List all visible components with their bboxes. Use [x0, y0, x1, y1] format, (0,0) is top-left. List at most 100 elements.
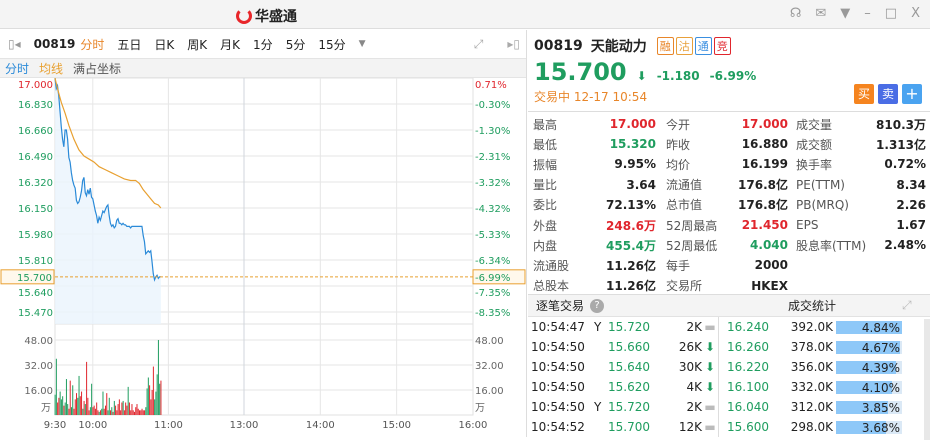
stat-label: 最高 [533, 117, 558, 132]
stats-row: 流通股 11.26亿 每手 2000 [528, 255, 930, 275]
stat-label: 均价 [666, 157, 691, 172]
stats-table: 最高 17.000 今开 17.000 成交量 810.3万 最低 15.320 昨收 16.88… [528, 111, 930, 296]
quote-tag: 沽 [675, 37, 693, 55]
toggle-intraday[interactable]: 分时 [5, 61, 30, 76]
stat-label: 总股本 [533, 279, 570, 294]
volume-bar [140, 410, 142, 415]
volume-bar [108, 397, 110, 415]
volume-bar [120, 410, 122, 415]
tab-2[interactable]: 日K [154, 37, 175, 52]
volume-bar [136, 404, 138, 415]
intraday-chart[interactable]: 17.000 0.71% 16.830 -0.30% 16.660 -1.30% 16.49… [0, 78, 527, 437]
volume-bar [99, 410, 101, 415]
tab-5[interactable]: 1分 [253, 37, 273, 52]
chevron-down-icon[interactable]: ▼ [358, 39, 366, 49]
stat-label: PB(MRQ) [796, 197, 849, 212]
expand-icon[interactable]: ⤢ [902, 298, 912, 312]
volume-bar [92, 407, 94, 415]
flat-icon: ▬ [704, 420, 716, 434]
quote-code: 00819 [534, 38, 583, 54]
stat-label: 最低 [533, 137, 558, 152]
trade-price: 15.720 [608, 400, 650, 414]
volume-bar [159, 383, 161, 415]
shirt-icon[interactable]: ▼ [840, 6, 851, 21]
app-logo: 华盛通 [236, 6, 297, 26]
volume-bar [96, 402, 98, 415]
volume-bar [89, 407, 91, 415]
pct-tick: -2.31% [475, 152, 510, 163]
pct-tick: -7.35% [475, 288, 510, 299]
volume-bar [130, 410, 132, 415]
volume-bar [118, 399, 120, 415]
volume-bar [152, 366, 154, 415]
buy-button[interactable]: 买 [854, 84, 874, 104]
volume-pct-fill [836, 360, 896, 374]
volume-bar [113, 400, 115, 415]
volume-bar [54, 394, 56, 415]
tab-0[interactable]: 分时 [80, 37, 105, 52]
volume-tick: 16.00 [24, 386, 53, 397]
volume-bar [127, 386, 129, 415]
sell-button[interactable]: 卖 [878, 84, 898, 104]
time-label: 15:00 [382, 420, 411, 431]
fullscreen-icon[interactable]: ⤢ [473, 37, 484, 51]
stat-label: 流通股 [533, 258, 570, 273]
tab-1[interactable]: 五日 [117, 37, 142, 52]
volume-bar [72, 385, 74, 415]
volume-bar [84, 404, 86, 415]
current-pct-label: -6.99% [475, 273, 510, 284]
minimize-icon[interactable]: – [864, 6, 871, 21]
volume-bar [106, 393, 108, 415]
volume-bar [147, 377, 149, 415]
stat-value: 176.8亿 [738, 178, 788, 193]
stat-value: 72.13% [606, 197, 656, 212]
stat-value: 8.34 [896, 177, 926, 192]
volume-pct-fill [836, 320, 902, 334]
maximize-icon[interactable]: □ [884, 6, 898, 21]
trade-volume: 26K [678, 340, 702, 354]
stat-volume: 356.0K [790, 360, 833, 374]
toggle-average-line[interactable]: 均线 [39, 61, 64, 76]
help-icon[interactable]: ? [590, 298, 605, 313]
collapse-left-icon[interactable]: ▯◂ [8, 37, 21, 51]
pct-tick: -5.33% [475, 230, 510, 241]
volume-bar [88, 410, 90, 415]
volume-bar [65, 379, 67, 415]
tab-4[interactable]: 月K [220, 37, 241, 52]
stat-value: 2.26 [896, 197, 926, 212]
tab-6[interactable]: 5分 [285, 37, 306, 52]
tab-3[interactable]: 周K [187, 37, 208, 52]
price-tick: 16.830 [18, 100, 53, 111]
volume-bar [62, 396, 64, 415]
volume-bar [78, 375, 80, 415]
tab-7[interactable]: 15分 [318, 37, 346, 52]
pct-tick: -6.34% [475, 256, 510, 267]
volume-bar [139, 410, 141, 415]
volume-bar [125, 402, 127, 415]
volume-bar [58, 397, 60, 415]
volume-bar [156, 374, 158, 415]
add-watchlist-button[interactable]: + [902, 84, 922, 104]
scrollbar[interactable] [924, 319, 930, 440]
volume-bar [76, 393, 78, 415]
time-label: 13:00 [230, 420, 259, 431]
pct-tick: -1.30% [475, 126, 510, 137]
mail-icon[interactable]: ✉ [815, 6, 827, 21]
trade-row: 10:54:50 Y 15.720 2K ▬ 16.040 312.0K 3.85… [528, 397, 930, 417]
volume-unit: 万 [41, 403, 51, 414]
headset-icon[interactable]: ☊ [789, 6, 802, 21]
volume-bar [98, 411, 100, 415]
stat-pct: 4.10% [861, 380, 900, 395]
close-icon[interactable]: X [911, 6, 920, 21]
expand-right-icon[interactable]: ▸▯ [507, 37, 520, 51]
volume-unit-right: 万 [475, 403, 485, 414]
toggle-full-axis[interactable]: 满占坐标 [73, 61, 122, 76]
stat-label: 换手率 [796, 157, 833, 172]
volume-tick-right: 48.00 [475, 336, 504, 347]
stat-label: PE(TTM) [796, 177, 845, 192]
stat-pct: 3.68% [861, 420, 900, 435]
price-area [55, 78, 161, 324]
volume-bar [122, 400, 124, 415]
volume-pct-bar: 4.84% [836, 320, 902, 335]
stat-price: 15.600 [727, 420, 769, 434]
